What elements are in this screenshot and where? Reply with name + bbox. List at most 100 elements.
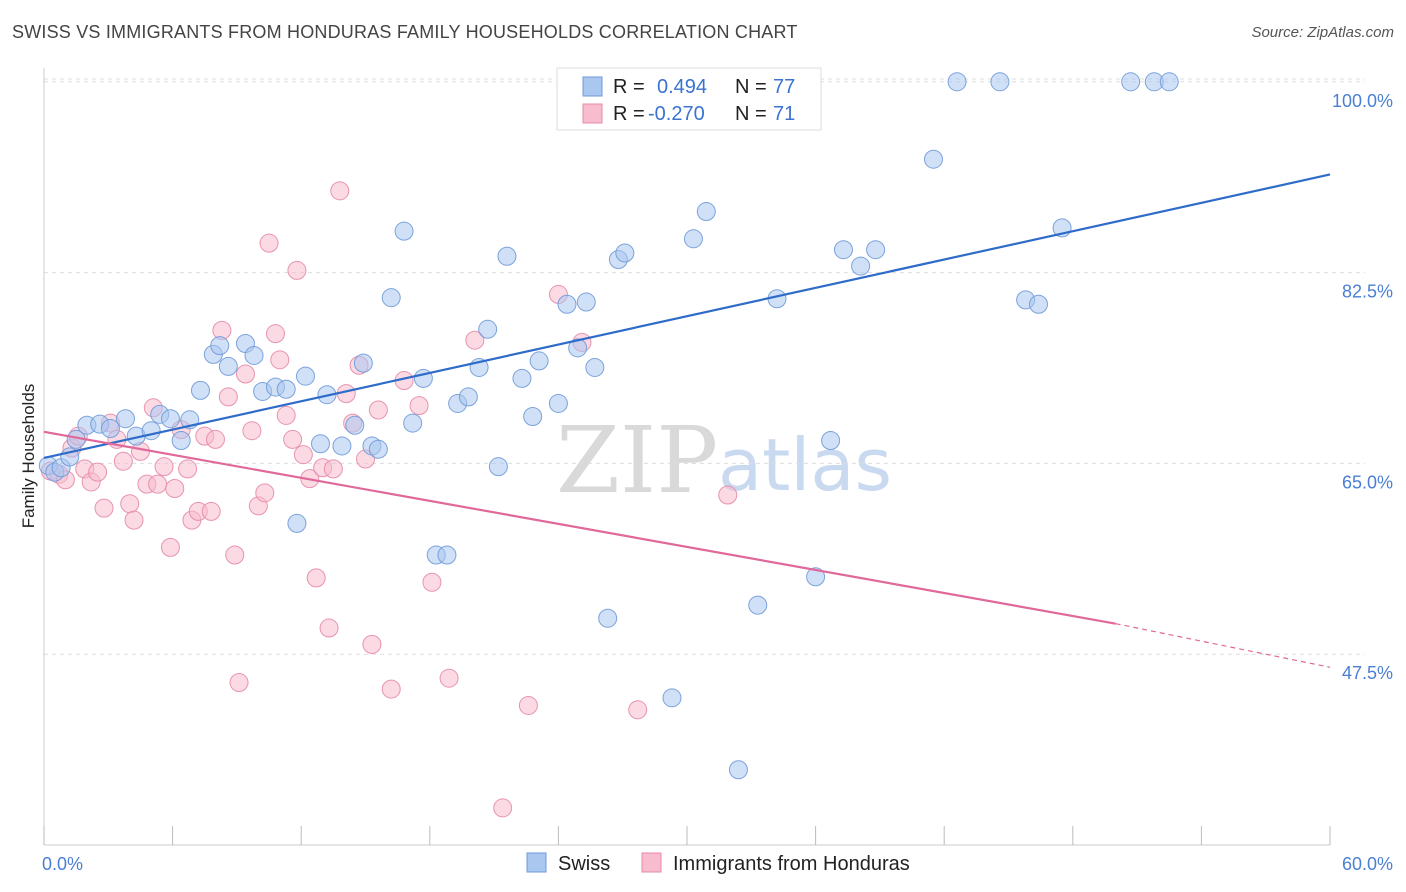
legend-swiss-n-value: 77 [773,76,795,98]
hond-point-19 [160,537,180,557]
swiss-trend-line [43,173,1331,460]
swiss-point-64 [821,431,841,451]
hond-point-59 [439,668,459,688]
swiss-point-52 [585,357,605,377]
hond-trend-line-dashed [1115,623,1331,668]
hond-point-33 [242,421,262,441]
legend-bottom-swiss-swatch [526,852,547,873]
swiss-point-69 [947,72,967,92]
legend-hond-r-value: -0.270 [648,103,705,125]
chart-title: SWISS VS IMMIGRANTS FROM HONDURAS FAMILY… [12,22,798,42]
y-tick-labels: 100.0% 82.5% 65.0% 47.5% [1332,91,1393,683]
source-label: Source: ZipAtlas.com [1251,24,1394,41]
swiss-point-18 [218,356,238,376]
swiss-point-25 [295,366,315,386]
swiss-point-74 [1121,72,1141,92]
swiss-point-49 [557,294,577,314]
trend-lines [43,173,1331,668]
axes [43,68,1331,846]
hond-point-42 [293,445,313,465]
swiss-point-35 [403,413,423,433]
legend-swiss-r-value: 0.494 [657,76,707,98]
y-axis-label: Family Households [19,384,38,529]
swiss-point-13 [171,431,191,451]
swiss-point-51 [576,292,596,312]
swiss-point-46 [523,407,543,427]
swiss-point-76 [1159,72,1179,92]
legend-hond-swatch [582,103,603,124]
swiss-point-30 [353,353,373,373]
legend-swiss-swatch [582,76,603,97]
swiss-point-59 [728,760,748,780]
hond-point-58 [422,572,442,592]
swiss-point-48 [548,393,568,413]
swiss-point-43 [488,457,508,477]
hond-point-17 [148,474,168,494]
swiss-point-58 [696,202,716,222]
hond-point-7 [88,462,108,482]
swiss-point-38 [437,545,457,565]
legend-swiss-n-label: N = [735,76,767,98]
hond-point-22 [178,459,198,479]
swiss-point-63 [806,567,826,587]
hond-point-12 [120,494,140,514]
hond-point-62 [518,695,538,715]
y-tick-label-1: 82.5% [1342,282,1393,302]
swiss-point-17 [210,336,230,356]
hond-point-8 [94,498,114,518]
swiss-point-65 [833,240,853,260]
hond-point-57 [409,396,429,416]
x-tick-min: 0.0% [42,854,83,874]
hond-point-48 [330,181,350,201]
hond-point-29 [218,387,238,407]
legend-swiss-r-label: R = [613,76,645,98]
hond-point-11 [113,451,133,471]
swiss-point-45 [512,368,532,388]
watermark-zip: ZIP [556,407,718,514]
legend-hond-r-label: R = [613,103,645,125]
hond-point-40 [283,429,303,449]
swiss-point-34 [394,221,414,241]
hond-point-41 [287,260,307,280]
watermark-atlas: atlas [718,423,892,507]
hond-point-66 [718,485,738,505]
swiss-point-8 [115,409,135,429]
series-swiss-points [38,72,1179,780]
hond-point-20 [165,478,185,498]
swiss-point-7 [100,419,120,439]
swiss-point-66 [851,256,871,276]
hond-point-47 [323,459,343,479]
hond-point-55 [381,679,401,699]
legend-bottom-hond-label: Immigrants from Honduras [673,853,910,875]
hond-point-65 [628,700,648,720]
hond-point-36 [259,233,279,253]
swiss-point-33 [381,288,401,308]
swiss-point-26 [310,434,330,454]
swiss-point-53 [598,608,618,628]
hond-point-39 [276,405,296,425]
swiss-point-57 [683,229,703,249]
swiss-point-15 [190,380,210,400]
hond-point-32 [235,364,255,384]
legend-bottom-hond-swatch [641,852,662,873]
swiss-point-29 [345,415,365,435]
y-tick-label-3: 47.5% [1342,663,1393,683]
swiss-point-44 [497,246,517,266]
swiss-point-42 [478,319,498,339]
swiss-point-56 [662,688,682,708]
hond-point-13 [124,510,144,530]
swiss-point-24 [287,513,307,533]
hond-point-44 [306,568,326,588]
hond-point-26 [201,501,221,521]
swiss-point-12 [160,409,180,429]
hond-point-30 [225,545,245,565]
swiss-point-23 [276,379,296,399]
hond-trend-line [43,430,1116,625]
hond-point-46 [319,618,339,638]
swiss-point-70 [990,72,1010,92]
hond-point-61 [493,798,513,818]
swiss-point-20 [244,345,264,365]
swiss-point-40 [458,387,478,407]
swiss-point-68 [923,149,943,169]
